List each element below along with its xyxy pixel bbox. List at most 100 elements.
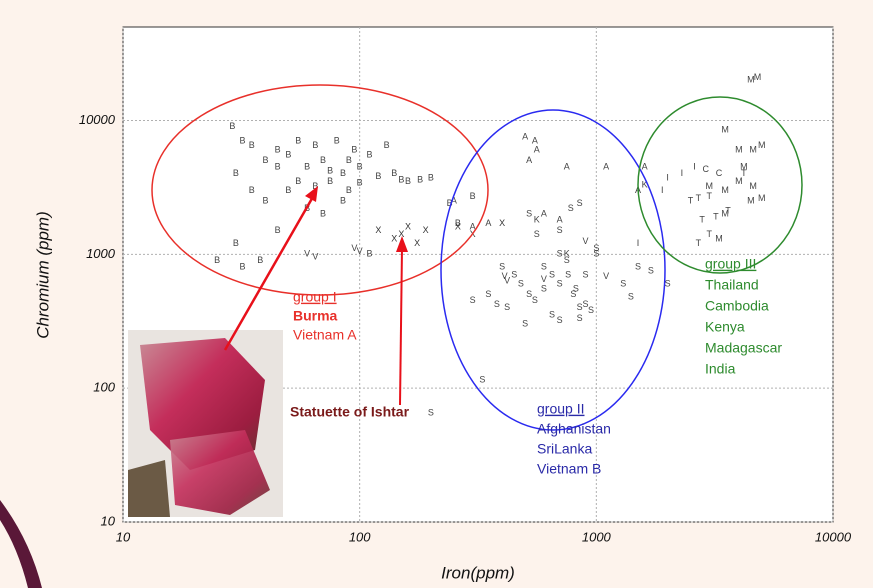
group-member: Afghanistan [537,421,611,437]
group-title: group III [705,256,756,272]
point: S [588,305,594,315]
point: T [707,191,713,201]
point: V [312,252,318,262]
point: M [721,185,729,195]
point: S [549,269,555,279]
group-member: Kenya [705,319,745,335]
group-member: Thailand [705,277,759,293]
photo [128,330,283,517]
y-axis-title: Chromium (ppm) [33,211,52,339]
point: X [398,229,404,239]
point: X [423,225,429,235]
point: V [603,271,609,281]
x-tick-label: 100 [349,529,371,544]
point: B [312,140,318,150]
point: S [577,313,583,323]
decor [0,500,42,588]
group-member: SriLanka [537,441,592,457]
point: B [285,150,291,160]
point: V [304,249,310,259]
point: B [346,185,352,195]
point: V [504,276,510,286]
point: M [715,233,723,243]
point: B [229,121,235,131]
point: S [573,283,579,293]
point: A [603,161,609,171]
point: S [522,319,528,329]
point: S [628,291,634,301]
point: S [511,269,517,279]
point: S [557,315,563,325]
point: S [557,249,563,259]
point: M [721,124,729,134]
point: S [485,289,491,299]
point: I [666,173,669,183]
point: M [749,181,757,191]
point: M [754,72,762,82]
y-tick-label: 10000 [79,112,116,127]
point: K [564,249,570,259]
x-axis-title: Iron(ppm) [441,563,515,582]
point: B [384,140,390,150]
point: M [747,195,755,205]
point: B [391,168,397,178]
point: M [758,140,766,150]
point: B [240,136,246,146]
point: B [249,185,255,195]
point: T [713,211,719,221]
group-member: Burma [293,308,338,324]
point: T [741,168,747,178]
point: S [470,295,476,305]
point: S [541,262,547,272]
point: S [593,249,599,259]
point: S [648,265,654,275]
point: A [522,132,528,142]
point: X [499,218,505,228]
point: V [541,274,547,284]
point: S [532,295,538,305]
point: S [557,225,563,235]
point: S [620,278,626,288]
point: B [320,208,326,218]
point: M [758,193,766,203]
point: B [334,136,340,146]
point: B [428,173,434,183]
point: S [582,269,588,279]
point: C [703,164,710,174]
point: I [693,161,696,171]
point: B [304,161,310,171]
point: B [327,165,333,175]
point: S [518,278,524,288]
point: S [565,269,571,279]
point: S [635,262,641,272]
point: B [262,195,268,205]
point: T [725,206,731,216]
point: B [366,249,372,259]
point: S [577,198,583,208]
point: X [405,221,411,231]
point: B [257,255,263,265]
point: B [470,191,476,201]
point: A [557,215,563,225]
point: M [749,145,757,155]
group-member: Madagascar [705,340,782,356]
x-tick-label: 10000 [815,529,852,544]
y-tick-label: 10 [101,513,116,528]
point: A [564,161,570,171]
point: S [557,278,563,288]
annotation: Statuette of Ishtar [290,404,410,420]
point: S [479,374,485,384]
point: B [275,145,281,155]
point: A [526,155,532,165]
group-member: Cambodia [705,298,769,314]
point: T [688,195,694,205]
point: B [375,171,381,181]
point: K [534,215,540,225]
point: B [320,155,326,165]
x-tick-label: 10 [116,529,131,544]
point: B [285,185,291,195]
group-title: group I [293,289,337,305]
point: B [327,176,333,186]
point: I [661,185,664,195]
point: I [637,238,640,248]
